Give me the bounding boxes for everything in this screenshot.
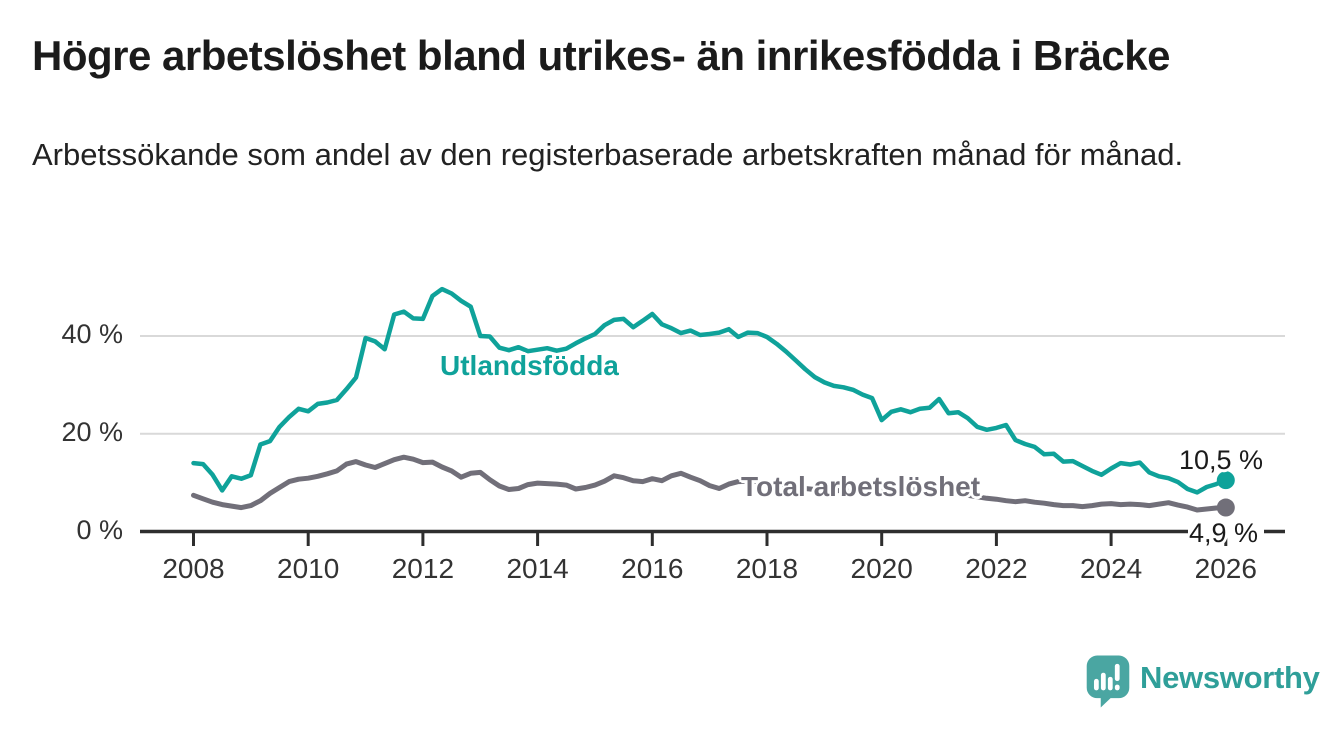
y-tick-label: 40 % <box>61 319 123 349</box>
x-tick-label: 2014 <box>506 553 569 584</box>
newsworthy-logo: Newsworthy <box>1085 654 1320 708</box>
end-value-label-utlandsfodda: 10,5 % <box>1178 445 1263 475</box>
x-tick-label: 2012 <box>391 553 455 584</box>
series-label-total: Total arbetslöshet <box>741 471 981 502</box>
series-label-utlandsfodda: Utlandsfödda <box>440 350 619 381</box>
series-line <box>191 454 1229 513</box>
chart-subtitle: Arbetssökande som andel av den registerb… <box>32 137 1184 172</box>
x-tick-label: 2018 <box>735 553 799 584</box>
y-tick-label: 0 % <box>76 514 123 545</box>
newsworthy-bubble-icon <box>1085 654 1131 713</box>
x-tick-label: 2024 <box>1079 553 1143 584</box>
y-tick-label: 20 % <box>61 416 123 447</box>
axis-label-gap <box>1188 524 1264 537</box>
x-tick-label: 2026 <box>1194 553 1257 584</box>
series-line <box>191 286 1229 495</box>
series-end-dot <box>1216 498 1235 517</box>
x-tick-label: 2020 <box>850 553 913 584</box>
x-tick-label: 2022 <box>965 553 1028 584</box>
end-value-label-total: 4,9 % <box>1188 518 1258 548</box>
newsworthy-wordmark: Newsworthy <box>1140 660 1320 695</box>
series-end-dot <box>1216 471 1235 490</box>
page-title: Högre arbetslöshet bland utrikes- än inr… <box>32 32 1171 79</box>
x-tick-label: 2010 <box>277 553 340 584</box>
x-tick-label: 2016 <box>621 553 684 584</box>
x-tick-label: 2008 <box>162 553 225 584</box>
